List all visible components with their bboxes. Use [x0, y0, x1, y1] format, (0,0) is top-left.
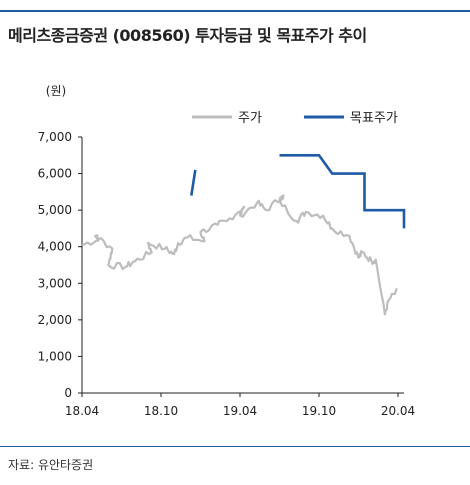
y-tick-label: 0 — [64, 386, 72, 400]
top-rule — [0, 10, 470, 12]
source-note: 자료: 유안타증권 — [8, 458, 94, 472]
chart-title: 메리츠종금증권 (008560) 투자등급 및 목표주가 추이 — [8, 26, 367, 45]
price-series-line — [81, 194, 398, 316]
target-price-line — [190, 169, 197, 196]
x-tick-label: 20.04 — [381, 404, 415, 418]
y-tick-label: 4,000 — [38, 240, 72, 254]
legend-price-label: 주가 — [238, 111, 262, 126]
unit-label: (원) — [46, 84, 66, 98]
y-tick-label: 7,000 — [38, 130, 72, 144]
x-tick-label: 18.04 — [65, 404, 99, 418]
legend-target-label: 목표주가 — [350, 111, 398, 126]
target-price-line — [279, 153, 406, 229]
bottom-rule — [0, 446, 470, 447]
y-tick-label: 3,000 — [38, 276, 72, 290]
y-tick-label: 5,000 — [38, 203, 72, 217]
x-tick-label: 19.10 — [302, 404, 336, 418]
x-tick-label: 19.04 — [223, 404, 257, 418]
y-tick-label: 2,000 — [38, 313, 72, 327]
x-tick-label: 18.10 — [144, 404, 178, 418]
y-tick-label: 6,000 — [38, 167, 72, 181]
y-tick-label: 1,000 — [38, 349, 72, 363]
